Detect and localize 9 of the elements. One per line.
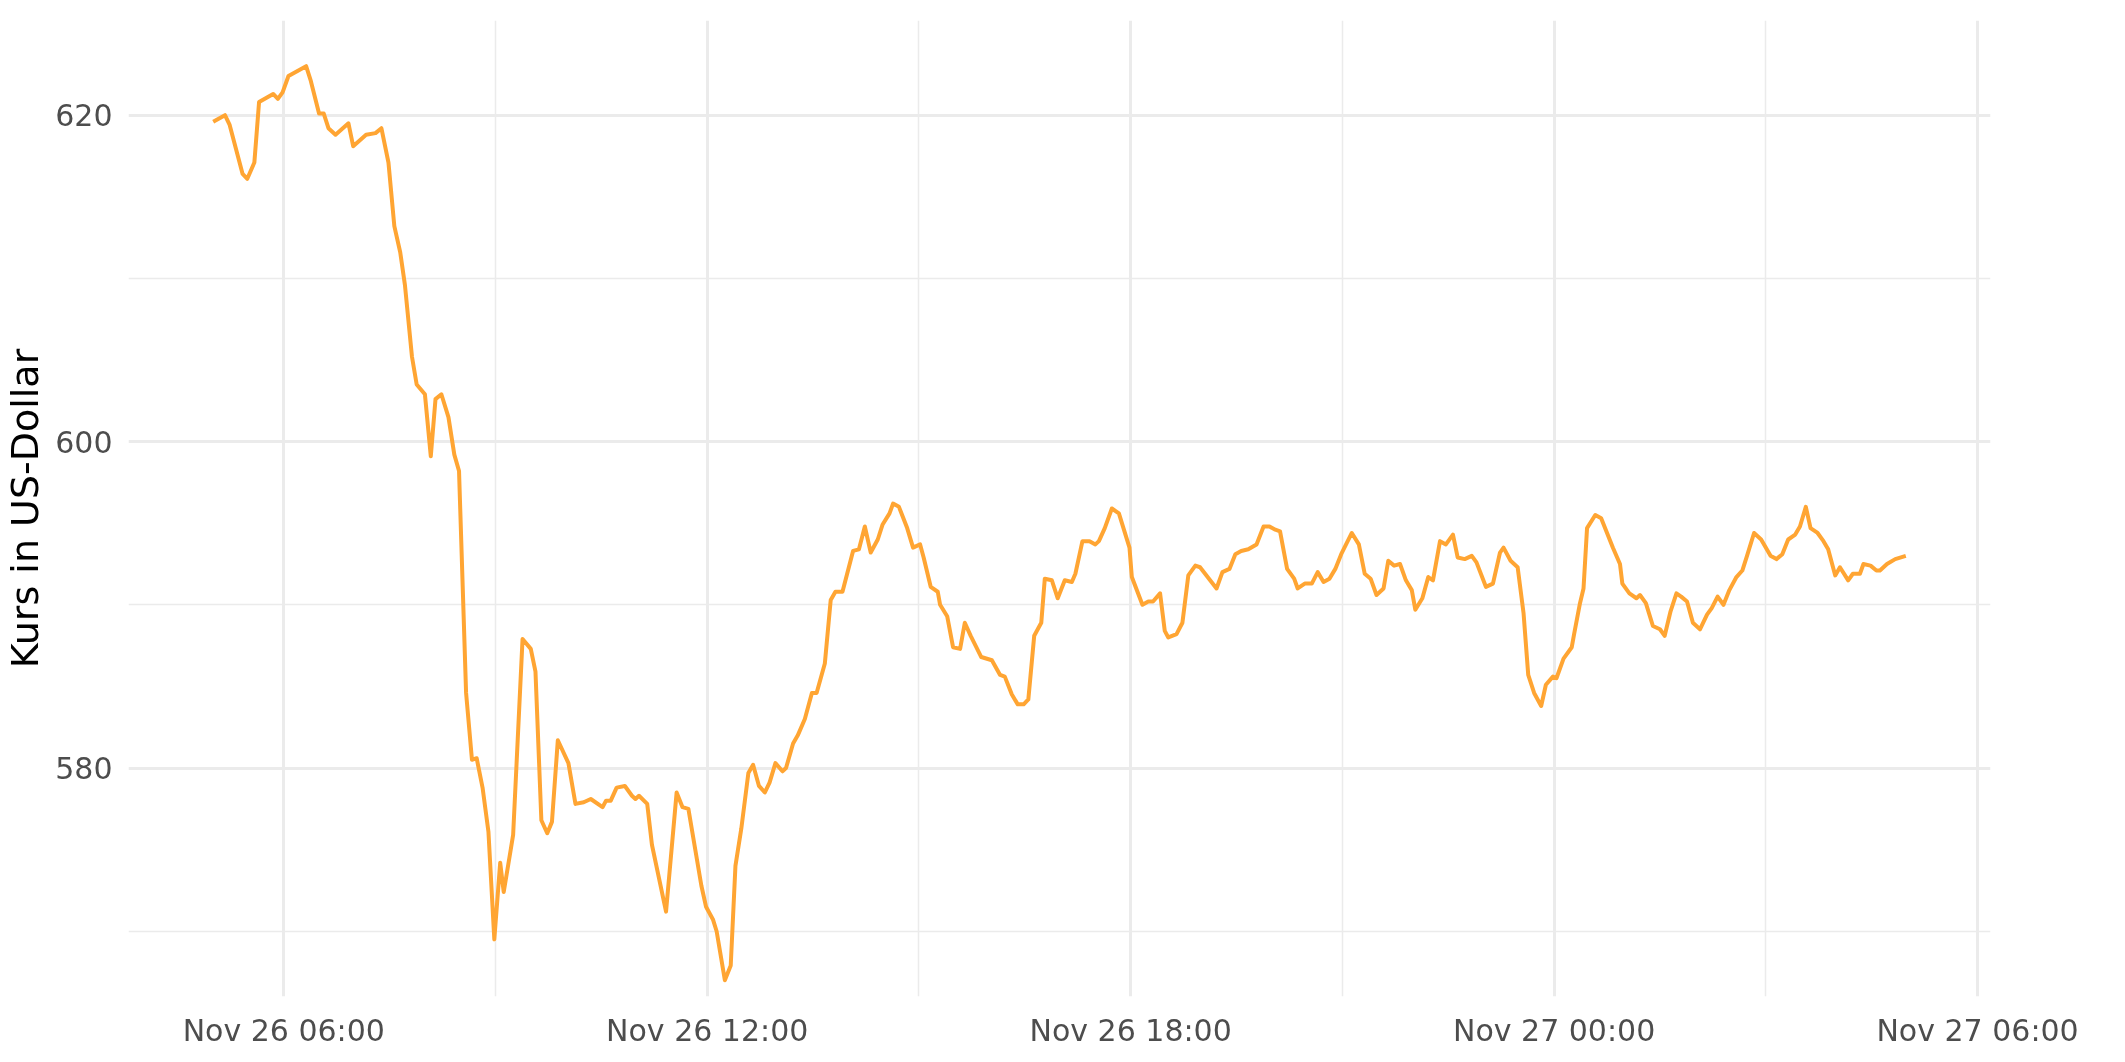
y-tick-label: 600 bbox=[55, 424, 113, 460]
y-axis-title: Kurs in US-Dollar bbox=[3, 348, 48, 669]
x-tick-label: Nov 26 12:00 bbox=[606, 1012, 809, 1048]
x-tick-label: Nov 26 06:00 bbox=[182, 1012, 385, 1048]
x-tick-label: Nov 27 06:00 bbox=[1876, 1012, 2079, 1048]
x-tick-label: Nov 26 18:00 bbox=[1029, 1012, 1232, 1048]
x-tick-label: Nov 27 00:00 bbox=[1452, 1012, 1656, 1048]
y-tick-label: 620 bbox=[55, 98, 113, 134]
y-tick-label: 580 bbox=[55, 751, 113, 787]
